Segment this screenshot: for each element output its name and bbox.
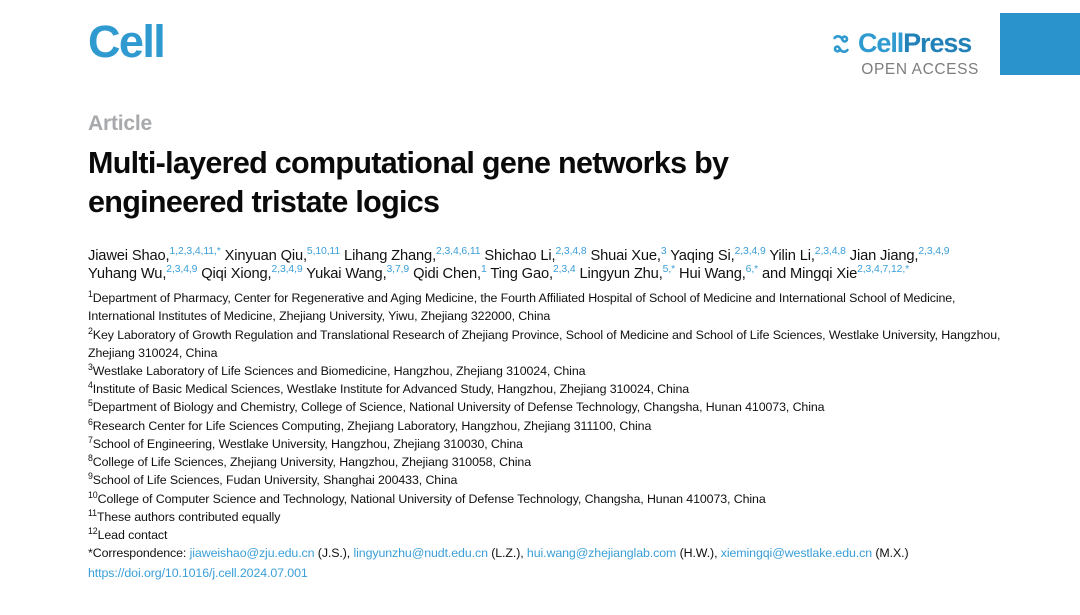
correspondence-initials: (M.X.) <box>872 546 909 561</box>
author-affiliation-marker: 1,2,3,4,11,* <box>169 246 221 258</box>
author-affiliation-marker: 2,3,4,9 <box>734 246 766 258</box>
cellpress-word-press: Press <box>903 27 972 58</box>
affiliation-number: 11 <box>88 507 97 518</box>
affiliation-list: 1Department of Pharmacy, Center for Rege… <box>88 289 1008 544</box>
correspondence-initials: (J.S.), <box>314 546 354 561</box>
author-affiliation-marker: 6,* <box>745 264 759 276</box>
affiliation-number: 4 <box>88 380 93 391</box>
open-access-label: OPEN ACCESS <box>861 61 979 78</box>
article-type-kicker: Article <box>88 112 152 135</box>
affiliation-item: 6Research Center for Life Sciences Compu… <box>88 417 1008 435</box>
affiliation-item: 7School of Engineering, Westlake Univers… <box>88 435 1008 453</box>
affiliation-number: 8 <box>88 453 93 464</box>
affiliation-number: 5 <box>88 398 93 409</box>
cellpress-loop-icon <box>828 31 854 57</box>
author-name: and Mingqi Xie <box>762 266 858 283</box>
author-affiliation-marker: 2,3,4,8 <box>555 246 587 258</box>
affiliation-number: 12 <box>88 525 98 536</box>
author-name: Yukai Wang, <box>306 266 387 283</box>
cover-color-block <box>1000 13 1080 75</box>
author-name: Lingyun Zhu, <box>579 266 663 283</box>
affiliation-text: College of Life Sciences, Zhejiang Unive… <box>92 455 531 470</box>
cellpress-logo[interactable]: CellPress OPEN ACCESS <box>828 28 980 82</box>
affiliation-item: 2Key Laboratory of Growth Regulation and… <box>88 326 1008 362</box>
author-affiliation-marker: 2,3,4 <box>552 264 576 276</box>
affiliation-text: College of Computer Science and Technolo… <box>97 491 766 506</box>
author-affiliation-marker: 2,3,4,9 <box>166 264 198 276</box>
affiliation-number: 2 <box>88 325 93 336</box>
journal-logo: Cell <box>88 16 166 67</box>
article-header: Article Multi-layered computational gene… <box>88 112 1016 582</box>
affiliation-item: 8College of Life Sciences, Zhejiang Univ… <box>88 453 1008 471</box>
cellpress-logo-row: CellPress <box>828 28 980 58</box>
affiliation-number: 9 <box>88 471 93 482</box>
affiliation-text: Lead contact <box>97 528 168 543</box>
affiliation-text: Department of Biology and Chemistry, Col… <box>92 400 825 415</box>
correspondence-email[interactable]: lingyunzhu@nudt.edu.cn <box>353 546 488 561</box>
author-name: Hui Wang, <box>678 266 746 283</box>
author-affiliation-marker: 1 <box>480 264 487 276</box>
affiliation-item: 3Westlake Laboratory of Life Sciences an… <box>88 362 1008 380</box>
affiliation-text: These authors contributed equally <box>96 509 281 524</box>
author-affiliation-marker: 2,3,4,9 <box>271 264 303 276</box>
author-name: Jiawei Shao, <box>88 248 170 265</box>
affiliation-number: 1 <box>88 288 93 299</box>
author-affiliation-marker: 5,10,11 <box>306 246 341 258</box>
correspondence-email[interactable]: xiemingqi@westlake.edu.cn <box>720 546 873 561</box>
author-affiliation-marker: 2,3,4,6,11 <box>436 246 481 258</box>
author-affiliation-marker: 2,3,4,9 <box>918 246 950 258</box>
affiliation-text: Research Center for Life Sciences Comput… <box>92 418 652 433</box>
author-affiliation-marker: 2,3,4,8 <box>814 246 846 258</box>
doi-link[interactable]: https://doi.org/10.1016/j.cell.2024.07.0… <box>88 565 308 580</box>
affiliation-text: Westlake Laboratory of Life Sciences and… <box>92 363 586 378</box>
correspondence-label: *Correspondence: <box>88 546 190 561</box>
author-name: Shichao Li, <box>484 248 556 265</box>
affiliation-item: 1Department of Pharmacy, Center for Rege… <box>88 289 1008 325</box>
correspondence-initials: (L.Z.), <box>487 546 527 561</box>
affiliation-number: 3 <box>88 361 93 372</box>
correspondence-initials: (H.W.), <box>676 546 721 561</box>
affiliation-text: Department of Pharmacy, Center for Regen… <box>88 291 956 324</box>
cellpress-wordmark: CellPress <box>858 27 972 58</box>
affiliation-number: 7 <box>88 434 93 445</box>
cellpress-word-cell: Cell <box>858 27 904 58</box>
author-name: Xinyuan Qiu, <box>224 248 307 265</box>
page-title: Multi-layered computational gene network… <box>88 146 729 220</box>
author-name: Qiqi Xiong, <box>201 266 272 283</box>
affiliation-text: Key Laboratory of Growth Regulation and … <box>88 327 1001 360</box>
correspondence-email[interactable]: hui.wang@zhejianglab.com <box>526 546 677 561</box>
author-name: Yilin Li, <box>769 248 815 265</box>
affiliation-text: School of Engineering, Westlake Universi… <box>92 436 523 451</box>
affiliation-item: 9School of Life Sciences, Fudan Universi… <box>88 471 1008 489</box>
affiliation-item: 4Institute of Basic Medical Sciences, We… <box>88 380 1008 398</box>
correspondence-email[interactable]: jiaweishao@zju.edu.cn <box>189 546 315 561</box>
author-name: Yaqing Si, <box>670 248 735 265</box>
affiliation-text: Institute of Basic Medical Sciences, Wes… <box>92 382 690 397</box>
affiliation-item: 5Department of Biology and Chemistry, Co… <box>88 398 1008 416</box>
correspondence-line: *Correspondence: jiaweishao@zju.edu.cn (… <box>88 544 1008 562</box>
author-name: Jian Jiang, <box>849 248 919 265</box>
page-masthead: Cell CellPress OPEN ACCESS <box>0 0 1080 96</box>
author-affiliation-marker: 3 <box>660 246 667 258</box>
affiliation-number: 6 <box>88 416 93 427</box>
author-list: Jiawei Shao,1,2,3,4,11,* Xinyuan Qiu,5,1… <box>88 246 1000 284</box>
author-affiliation-marker: 5,* <box>662 264 676 276</box>
author-name: Shuai Xue, <box>590 248 661 265</box>
author-name: Ting Gao, <box>490 266 553 283</box>
author-affiliation-marker: 3,7,9 <box>386 264 410 276</box>
affiliation-item: 12Lead contact <box>88 526 1008 544</box>
author-name: Qidi Chen, <box>413 266 481 283</box>
author-name: Yuhang Wu, <box>88 266 167 283</box>
affiliation-item: 10College of Computer Science and Techno… <box>88 490 1008 508</box>
affiliation-text: School of Life Sciences, Fudan Universit… <box>92 473 458 488</box>
author-affiliation-marker: 2,3,4,7,12,* <box>857 264 910 276</box>
author-name: Lihang Zhang, <box>344 248 437 265</box>
affiliation-number: 10 <box>88 489 98 500</box>
affiliation-item: 11These authors contributed equally <box>88 508 1008 526</box>
